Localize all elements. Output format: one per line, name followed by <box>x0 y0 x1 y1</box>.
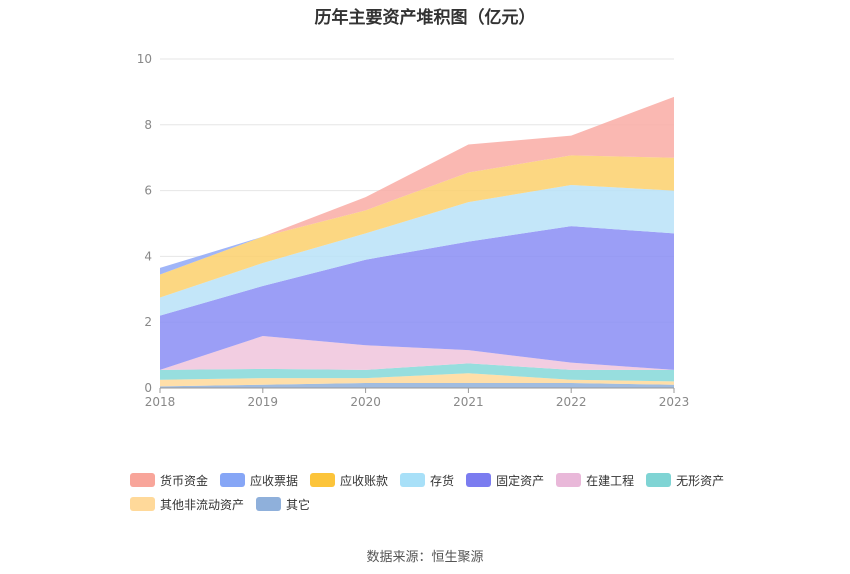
legend-item[interactable]: 其它 <box>256 496 310 512</box>
y-tick-label: 8 <box>144 118 152 132</box>
legend-swatch <box>130 497 155 511</box>
legend-swatch <box>130 473 155 487</box>
y-tick-label: 4 <box>144 249 152 263</box>
legend-swatch <box>400 473 426 487</box>
y-tick-label: 6 <box>144 184 152 198</box>
area-series-4 <box>160 226 674 370</box>
y-tick-label: 0 <box>144 381 152 395</box>
legend-label: 货币资金 <box>160 473 209 488</box>
legend-item[interactable]: 应收票据 <box>220 472 298 488</box>
data-source: 数据来源：恒生聚源 <box>366 550 484 565</box>
x-tick-label: 2023 <box>659 395 690 409</box>
area-series-2 <box>160 363 674 382</box>
legend-label: 其他非流动资产 <box>160 497 245 512</box>
legend-swatch <box>646 473 672 487</box>
legend-label: 存货 <box>430 473 455 488</box>
legend-label: 应收票据 <box>250 473 299 488</box>
x-tick-label: 2018 <box>145 395 176 409</box>
legend-swatch <box>256 497 282 511</box>
area-series-3 <box>160 336 674 370</box>
legend-swatch <box>466 473 492 487</box>
legend: 货币资金 应收票据 应收账款 存货 固定资产 在建工程 无形资产其他非流动资产 其它 <box>130 472 750 512</box>
area-series-1 <box>160 373 674 387</box>
legend-label: 固定资产 <box>496 473 545 488</box>
area-series-6 <box>160 155 674 298</box>
area-series-8 <box>160 96 674 268</box>
area-series-5 <box>160 185 674 316</box>
chart-title: 历年主要资产堆积图（亿元） <box>314 8 536 28</box>
x-axis-ticks: 2018 2019 2020 2021 2022 2023 <box>145 388 690 409</box>
x-tick-label: 2019 <box>248 395 279 409</box>
area-series <box>160 96 674 388</box>
legend-item[interactable]: 在建工程 <box>556 472 634 488</box>
legend-swatch <box>310 473 336 487</box>
legend-swatch <box>220 473 246 487</box>
area-series-0 <box>160 383 674 388</box>
legend-item[interactable]: 其他非流动资产 <box>130 496 244 512</box>
legend-label: 应收账款 <box>340 473 389 488</box>
y-tick-label: 2 <box>144 315 152 329</box>
legend-item[interactable]: 应收账款 <box>310 472 388 488</box>
legend-item[interactable]: 货币资金 <box>130 472 208 488</box>
y-axis-ticks: 0 2 4 6 8 10 <box>137 52 152 395</box>
x-tick-label: 2020 <box>350 395 381 409</box>
legend-item[interactable]: 存货 <box>400 472 454 488</box>
legend-label: 无形资产 <box>676 473 725 488</box>
legend-label: 其它 <box>286 497 311 512</box>
legend-item[interactable]: 无形资产 <box>646 472 724 488</box>
legend-item[interactable]: 固定资产 <box>466 472 544 488</box>
legend-label: 在建工程 <box>586 473 635 488</box>
x-tick-label: 2021 <box>453 395 484 409</box>
x-tick-label: 2022 <box>556 395 587 409</box>
legend-swatch <box>556 473 582 487</box>
y-tick-label: 10 <box>137 52 152 66</box>
